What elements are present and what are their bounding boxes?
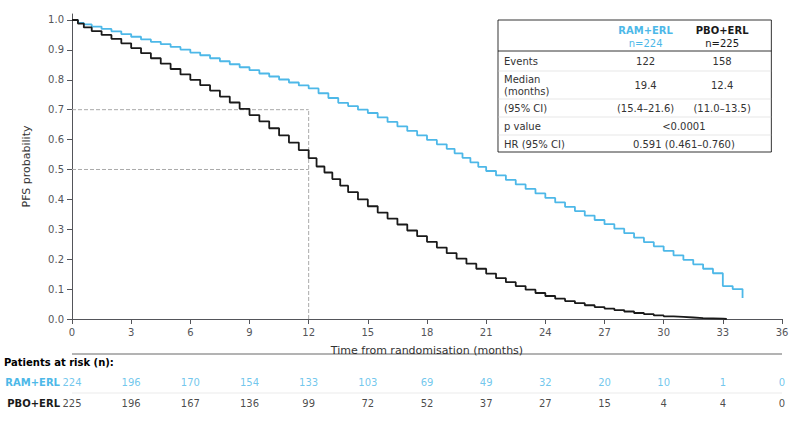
svg-text:24: 24 (539, 327, 552, 338)
svg-text:72: 72 (361, 398, 374, 409)
svg-text:RAM+ERL: RAM+ERL (618, 25, 673, 36)
svg-text:15: 15 (361, 327, 374, 338)
svg-text:0.0: 0.0 (48, 314, 64, 325)
svg-text:0.3: 0.3 (48, 224, 64, 235)
svg-text:3: 3 (128, 327, 134, 338)
svg-text:224: 224 (62, 377, 81, 388)
svg-text:0.7: 0.7 (48, 104, 64, 115)
svg-text:0.1: 0.1 (48, 284, 64, 295)
svg-text:9: 9 (246, 327, 252, 338)
svg-text:n=224: n=224 (629, 38, 663, 49)
svg-text:122: 122 (636, 56, 655, 67)
svg-text:99: 99 (302, 398, 315, 409)
svg-text:158: 158 (713, 56, 732, 67)
svg-text:19.4: 19.4 (634, 80, 656, 91)
svg-text:37: 37 (480, 398, 493, 409)
svg-text:0.9: 0.9 (48, 44, 64, 55)
svg-text:0.6: 0.6 (48, 134, 64, 145)
svg-text:6: 6 (187, 327, 193, 338)
svg-text:52: 52 (421, 398, 434, 409)
svg-text:HR (95% CI): HR (95% CI) (504, 139, 565, 150)
svg-text:4: 4 (660, 398, 666, 409)
svg-text:0: 0 (779, 398, 785, 409)
svg-text:p value: p value (504, 121, 541, 132)
svg-text:30: 30 (657, 327, 670, 338)
svg-text:4: 4 (720, 398, 726, 409)
svg-text:0.591 (0.461–0.760): 0.591 (0.461–0.760) (633, 139, 735, 150)
svg-text:12.4: 12.4 (711, 80, 733, 91)
svg-text:<0.0001: <0.0001 (662, 121, 705, 132)
svg-text:Events: Events (504, 56, 538, 67)
svg-text:0: 0 (779, 377, 785, 388)
svg-text:170: 170 (181, 377, 200, 388)
svg-text:PFS probability: PFS probability (20, 125, 33, 207)
svg-text:1.0: 1.0 (48, 14, 64, 25)
svg-text:154: 154 (240, 377, 259, 388)
svg-text:(15.4–21.6): (15.4–21.6) (617, 103, 674, 114)
svg-text:15: 15 (598, 398, 611, 409)
svg-text:PBO+ERL: PBO+ERL (7, 398, 60, 409)
svg-text:n=225: n=225 (705, 38, 739, 49)
svg-text:0.2: 0.2 (48, 254, 64, 265)
svg-text:36: 36 (776, 327, 789, 338)
svg-text:225: 225 (62, 398, 81, 409)
svg-text:Median: Median (504, 74, 540, 85)
svg-text:PBO+ERL: PBO+ERL (696, 25, 749, 36)
svg-text:10: 10 (657, 377, 670, 388)
svg-text:32: 32 (539, 377, 552, 388)
svg-text:136: 136 (240, 398, 259, 409)
svg-text:196: 196 (122, 377, 141, 388)
svg-text:1: 1 (720, 377, 726, 388)
svg-text:167: 167 (181, 398, 200, 409)
svg-text:12: 12 (302, 327, 315, 338)
svg-text:27: 27 (598, 327, 611, 338)
svg-text:0.8: 0.8 (48, 74, 64, 85)
svg-text:18: 18 (421, 327, 434, 338)
svg-text:0.5: 0.5 (48, 164, 64, 175)
svg-text:0.4: 0.4 (48, 194, 64, 205)
svg-text:(months): (months) (504, 86, 550, 97)
svg-text:49: 49 (480, 377, 493, 388)
svg-text:Time from randomisation (month: Time from randomisation (months) (330, 344, 523, 357)
svg-text:27: 27 (539, 398, 552, 409)
svg-text:133: 133 (299, 377, 318, 388)
svg-text:33: 33 (716, 327, 729, 338)
svg-text:69: 69 (421, 377, 434, 388)
svg-text:103: 103 (358, 377, 377, 388)
svg-text:20: 20 (598, 377, 611, 388)
svg-text:Patients at risk (n):: Patients at risk (n): (4, 357, 114, 368)
svg-text:196: 196 (122, 398, 141, 409)
svg-text:(11.0–13.5): (11.0–13.5) (693, 103, 750, 114)
svg-text:RAM+ERL: RAM+ERL (5, 377, 60, 388)
svg-text:(95% CI): (95% CI) (504, 103, 547, 114)
svg-text:21: 21 (480, 327, 493, 338)
svg-text:0: 0 (69, 327, 75, 338)
